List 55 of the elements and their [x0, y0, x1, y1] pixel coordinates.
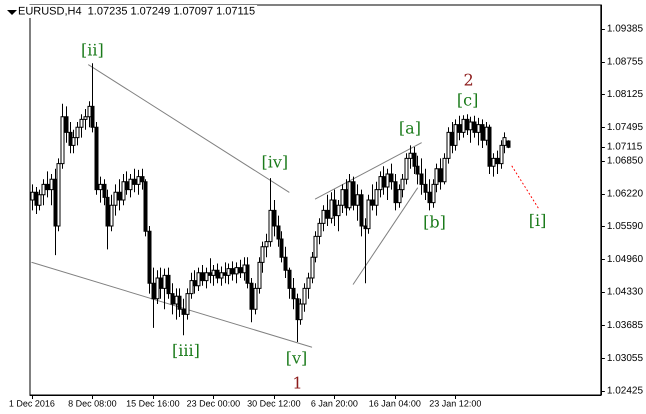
annotation: [b] [423, 212, 446, 232]
y-tick-label: 1.03055 [606, 352, 644, 364]
candlestick [480, 118, 484, 148]
y-tick-label: 1.06220 [606, 188, 644, 200]
candlestick [234, 262, 238, 284]
candlestick [468, 116, 472, 144]
candlestick [476, 117, 480, 146]
x-tick-label: 1 Dec 2016 [8, 398, 55, 408]
candlestick [454, 118, 458, 152]
y-tick-label: 1.04330 [606, 286, 644, 298]
candlestick [462, 114, 466, 138]
y-tick-label: 1.08125 [606, 89, 644, 100]
candlestick [220, 266, 224, 286]
candlestick [196, 267, 200, 292]
y-tick-label: 1.07115 [606, 142, 643, 153]
candlestick [46, 170, 50, 198]
x-tick-label: 30 Dec 12:00 [247, 398, 301, 408]
candlestick [118, 178, 122, 211]
candlestick [132, 168, 136, 193]
annotation: 1 [292, 374, 303, 393]
y-tick-label: 1.06850 [606, 156, 644, 166]
x-tick-label: 16 Jan 04:00 [368, 398, 421, 408]
y-tick-label: 1.05590 [606, 221, 644, 232]
candlestick [226, 262, 230, 285]
annotation: [ii] [81, 40, 104, 60]
annotation: [a] [398, 118, 421, 138]
y-tick-label: 1.08755 [606, 56, 644, 68]
y-tick-label: 1.07495 [606, 122, 644, 133]
candlestick [438, 158, 442, 190]
annotation: [v] [286, 348, 308, 368]
annotation: [iii] [172, 340, 200, 360]
x-tick-label: 23 Dec 00:00 [186, 398, 240, 408]
annotation: 2 [463, 70, 474, 90]
candlestick [136, 169, 140, 196]
candlestick [200, 264, 204, 286]
x-tick-label: 6 Jan 20:00 [310, 398, 358, 408]
candlestick [230, 260, 234, 282]
annotation: [i] [528, 210, 546, 230]
candlestick [162, 268, 166, 310]
x-tick-label: 8 Dec 08:00 [68, 398, 117, 408]
candlestick [158, 267, 162, 300]
chart-title: EURUSD,H4 1.07235 1.07249 1.07097 1.07115 [18, 6, 256, 18]
candlestick [326, 194, 330, 226]
candlestick [216, 262, 220, 284]
candlestick [382, 166, 386, 196]
y-tick-label: 1.03685 [606, 320, 644, 332]
x-tick-label: 23 Jan 12:00 [429, 398, 482, 408]
annotation: [iv] [261, 152, 288, 172]
candlestick [192, 270, 196, 294]
y-tick-label: 1.04960 [606, 254, 644, 265]
y-tick-label: 1.02425 [606, 386, 644, 397]
candlestick [238, 259, 242, 278]
y-tick-label: 1.09385 [606, 24, 644, 35]
annotation: [c] [456, 90, 478, 110]
x-tick-label: 15 Dec 16:00 [126, 398, 180, 408]
